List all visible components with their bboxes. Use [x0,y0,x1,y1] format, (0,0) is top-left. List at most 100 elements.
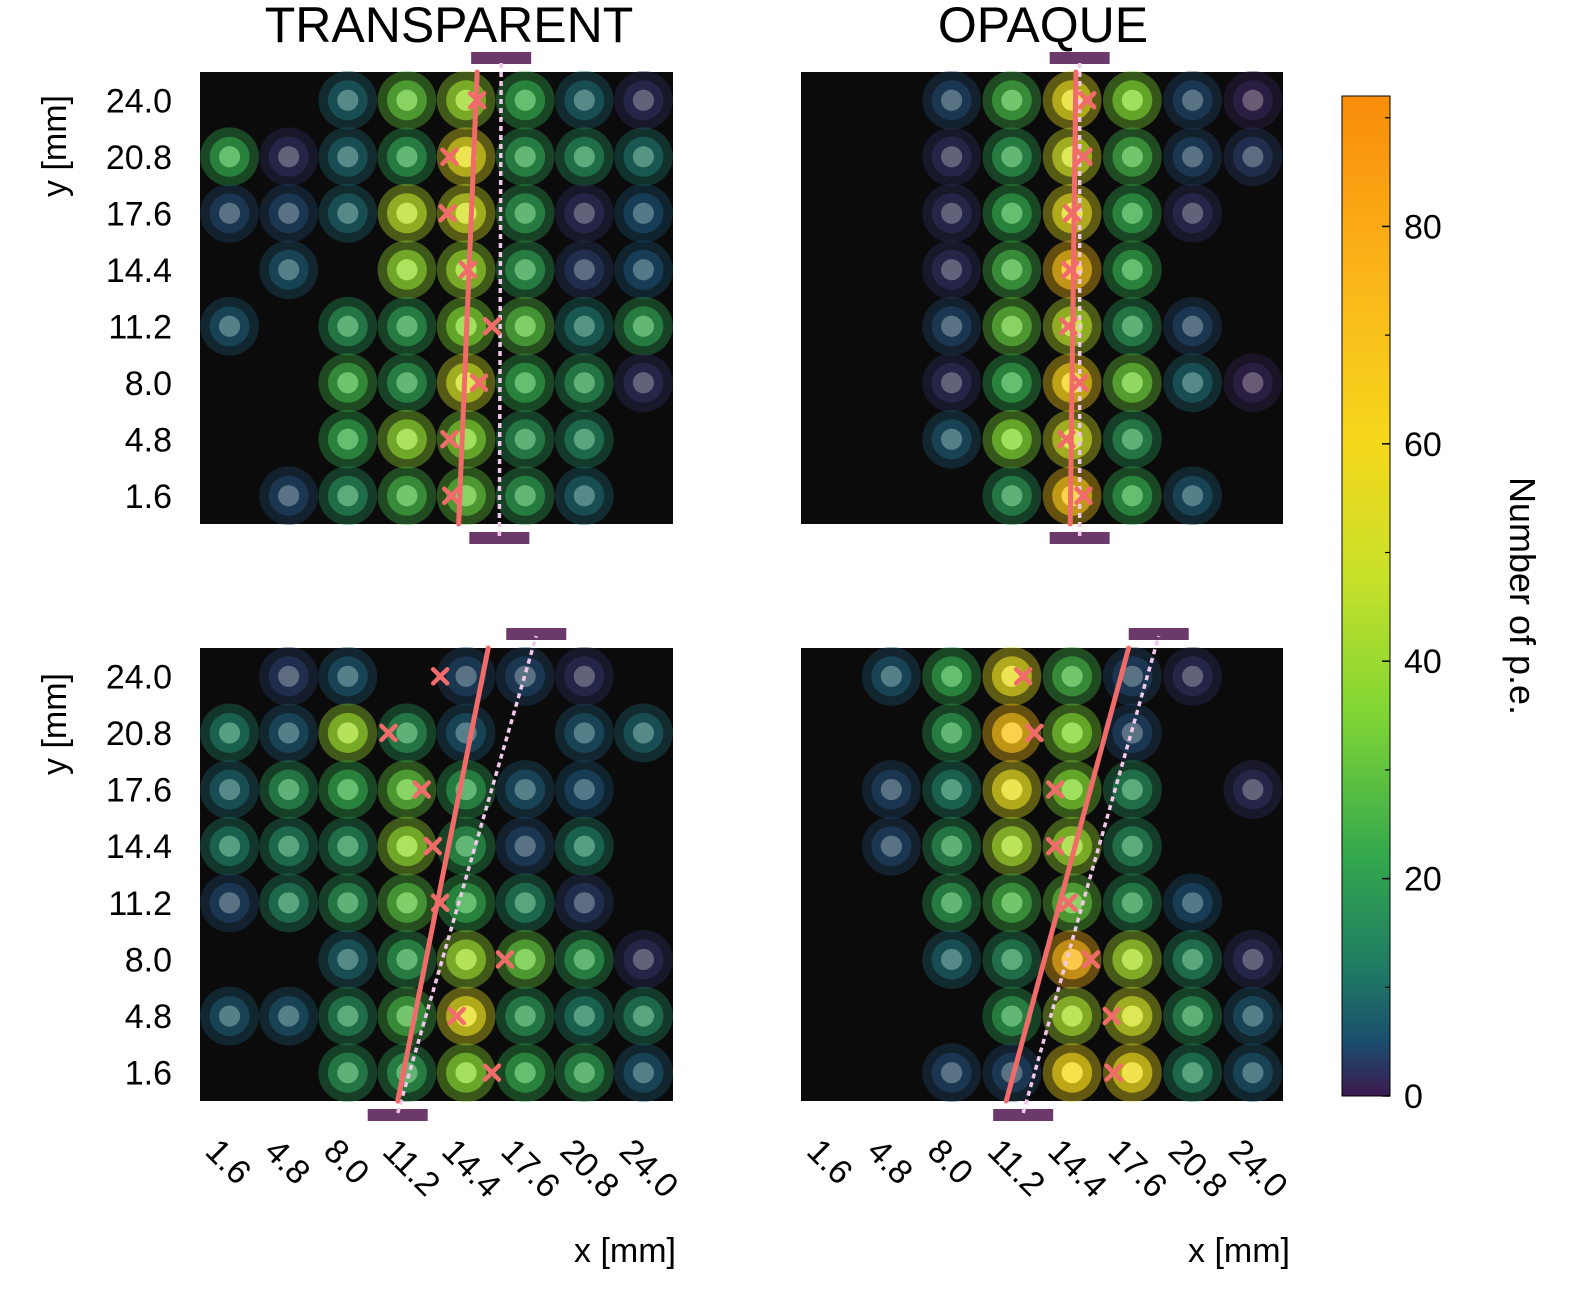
reconstructed-hit-cross [1062,204,1082,223]
reconstructed-hit-cross [430,667,450,686]
channel-core [337,485,359,507]
x-tick-label: 11.2 [980,1132,1052,1204]
y-tick-label: 20.8 [106,139,172,177]
channel-core [573,259,595,281]
reconstructed-hit-cross [440,147,459,166]
channel-core [1001,948,1023,971]
channel-core [514,89,536,111]
reconstructed-hit-cross [458,260,478,279]
channel-core [880,778,902,801]
channel-core [337,722,359,744]
channel-core [455,948,477,971]
x-tick-label: 17.6 [494,1132,568,1206]
channel-core [1182,372,1204,394]
channel-core [573,778,595,801]
reconstructed-hit-cross [1059,893,1078,913]
y-tick-label: 14.4 [106,828,172,866]
channel-core [1121,372,1143,394]
channel-core [455,892,477,914]
channel-core [1121,1005,1143,1027]
reconstructed-hit-cross [1013,667,1033,686]
channel-core [1001,372,1023,394]
channel-core [455,835,477,857]
channel-core [1061,722,1083,744]
channel-core [941,89,963,111]
track-endcap-bottom [469,532,530,544]
reconstructed-hit-cross [482,317,502,336]
channel-core [514,428,536,450]
channel-core [218,892,241,914]
track-endcap-top [506,628,567,640]
x-tick-label: 17.6 [1101,1132,1175,1206]
true-track-line [396,635,538,1114]
channel-core [941,1062,963,1084]
channel-core [1121,315,1143,337]
track-endcap-bottom [367,1109,428,1121]
channel-core [632,259,655,281]
channel-core [941,428,963,450]
channel-core [1182,1062,1204,1084]
channel-core [1001,89,1023,111]
channel-core [1121,485,1143,507]
channel-core [514,892,536,914]
channel-core [573,665,595,687]
channel-core [1182,202,1204,224]
channel-core [573,89,595,111]
channel-core [941,778,963,801]
y-tick-label: 17.6 [106,195,172,233]
reconstructed-hit-cross [447,1006,467,1026]
channel-core [1001,722,1023,744]
channel-core [514,202,536,224]
reconstructed-hit-cross [1074,147,1093,166]
channel-core [1121,89,1143,111]
colorbar-gradient [1342,96,1390,1096]
reconstructed-hit-cross [442,486,461,505]
reconstructed-hit-cross [1060,260,1080,279]
channel-core [514,1005,536,1027]
channel-core [573,202,595,224]
channel-core [337,315,359,337]
x-tick-label: 24.0 [612,1132,686,1206]
channel-core [337,428,359,450]
x-tick-label: 1.6 [799,1132,859,1192]
x-tick-label: 8.0 [316,1132,376,1192]
y-tick-label: 14.4 [106,252,172,290]
channel-core [218,202,241,224]
channel-core [1121,892,1143,914]
channel-core [1001,1005,1023,1027]
channel-core [573,372,595,394]
channel-core [278,892,300,914]
channel-core [396,259,418,281]
reconstructed-hit-cross [1045,836,1065,856]
column-title-transparent: TRANSPARENT [265,0,634,53]
channel-core [514,485,536,507]
channel-core [1182,315,1204,337]
channel-core [396,722,418,744]
channel-core [1121,665,1143,687]
channel-core [218,315,241,337]
channel-core [278,146,300,168]
channel-core [632,1005,655,1027]
channel-core [632,315,655,337]
y-tick-label: 24.0 [106,658,172,696]
fitted-track-line [1003,645,1132,1104]
channel-core [514,1062,536,1084]
channel-core [396,428,418,450]
channel-core [573,1005,595,1027]
channel-core [1061,665,1083,687]
colorbar-tick-label: 60 [1404,426,1442,464]
x-tick-label: 20.8 [553,1132,627,1206]
channel-core [632,146,655,168]
colorbar-tick-label: 40 [1404,643,1442,681]
channel-core [941,948,963,971]
reconstructed-hit-cross [1045,780,1065,799]
channel-core [1001,778,1023,801]
channel-core [1242,1062,1264,1084]
channel-core [1001,146,1023,168]
channel-core [632,89,655,111]
channel-core [218,722,241,744]
channel-core [573,835,595,857]
channel-core [278,1005,300,1027]
channel-core [337,1005,359,1027]
